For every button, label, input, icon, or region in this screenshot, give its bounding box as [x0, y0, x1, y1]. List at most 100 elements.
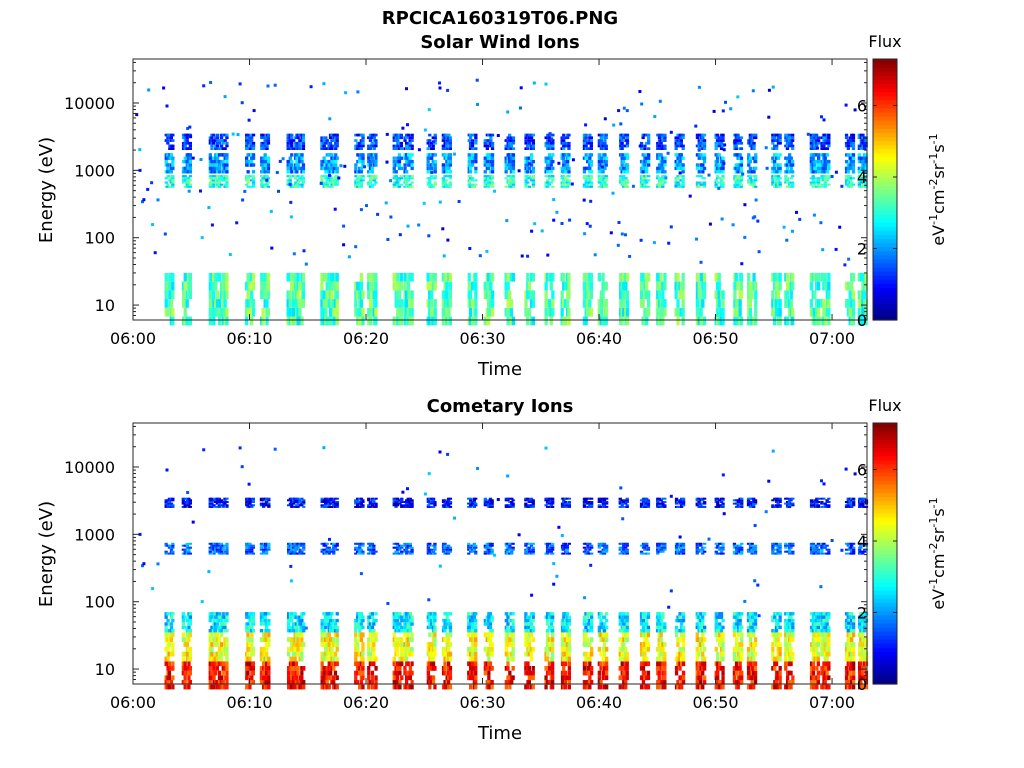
spectrogram-cell	[188, 622, 192, 626]
spectrogram-cell	[663, 299, 667, 308]
spectrogram-cell	[445, 163, 449, 167]
spectrogram-cell	[695, 183, 700, 186]
spectrogram-cell	[235, 221, 239, 225]
spectrogram-cell	[661, 179, 665, 182]
spectrogram-cell	[620, 139, 624, 142]
spectrogram-cell	[604, 133, 608, 137]
spectrogram-cell	[441, 181, 445, 184]
spectrogram-cell	[597, 153, 601, 157]
spectrogram-cell	[171, 139, 175, 142]
spectrogram-cell	[721, 183, 725, 186]
spectrogram-cell	[778, 139, 782, 142]
spectrogram-cell	[681, 144, 685, 148]
spectrogram-cell	[775, 281, 779, 291]
spectrogram-cell	[286, 141, 290, 145]
spectrogram-cell	[582, 299, 587, 308]
spectrogram-cell	[681, 177, 685, 180]
spectrogram-cell	[567, 307, 571, 317]
spectrogram-cell	[426, 141, 430, 145]
spectrogram-cell	[181, 651, 185, 657]
spectrogram-cell	[428, 183, 432, 186]
spectrogram-cell	[392, 147, 396, 150]
spectrogram-cell	[302, 552, 306, 555]
spectrogram-cell	[164, 504, 168, 507]
spectrogram-cell	[298, 625, 302, 630]
spectrogram-cell	[374, 181, 378, 184]
spectrogram-cell	[851, 299, 856, 308]
spectrogram-cell	[332, 684, 336, 690]
spectrogram-cell	[296, 501, 300, 503]
spectrogram-cell	[474, 170, 478, 174]
spectrogram-cell	[290, 625, 294, 630]
spectrogram-cell	[752, 141, 756, 145]
spectrogram-cell	[862, 177, 867, 180]
spectrogram-cell	[330, 147, 334, 150]
spectrogram-cell	[647, 307, 651, 317]
spectrogram-cell	[361, 544, 365, 547]
spectrogram-cell	[354, 632, 358, 638]
spectrogram-cell	[251, 147, 256, 150]
spectrogram-cell	[850, 159, 854, 164]
spectrogram-cell	[167, 552, 172, 555]
spectrogram-cell	[864, 166, 868, 171]
spectrogram-cell	[187, 548, 191, 551]
spectrogram-cell	[820, 185, 824, 188]
spectrogram-cell	[265, 629, 269, 633]
spectrogram-cell	[248, 175, 252, 178]
spectrogram-cell	[246, 181, 250, 184]
spectrogram-cell	[681, 147, 685, 150]
spectrogram-cell	[551, 133, 555, 137]
spectrogram-cell	[320, 542, 324, 545]
spectrogram-cell	[298, 499, 302, 502]
spectrogram-cell	[185, 501, 189, 503]
spectrogram-cell	[324, 307, 328, 317]
spectrogram-cell	[332, 501, 336, 503]
spectrogram-cell	[327, 501, 331, 503]
spectrogram-cell	[674, 166, 678, 171]
spectrogram-cell	[261, 170, 265, 174]
spectrogram-cell	[431, 177, 435, 180]
spectrogram-cell	[736, 177, 740, 180]
spectrogram-cell	[210, 675, 214, 681]
spectrogram-cell	[773, 166, 777, 171]
spectrogram-cell	[324, 504, 328, 507]
spectrogram-cell	[330, 629, 334, 633]
spectrogram-cell	[666, 151, 670, 155]
spectrogram-cell	[219, 615, 223, 619]
spectrogram-cell	[600, 165, 604, 169]
spectrogram-cell	[290, 316, 294, 326]
spectrogram-cell	[185, 632, 189, 638]
spectrogram-cell	[246, 170, 250, 174]
spectrogram-cell	[827, 133, 831, 137]
spectrogram-cell	[210, 642, 214, 647]
colorbar-segment	[873, 152, 897, 158]
spectrogram-cell	[547, 166, 552, 171]
spectrogram-cell	[277, 189, 280, 193]
spectrogram-cell	[624, 177, 628, 180]
spectrogram-cell	[296, 642, 300, 647]
spectrogram-cell	[286, 290, 290, 300]
spectrogram-cell	[392, 501, 396, 503]
spectrogram-cell	[263, 141, 267, 145]
spectrogram-cell	[597, 299, 601, 308]
spectrogram-cell	[400, 661, 404, 667]
spectrogram-cell	[443, 133, 447, 137]
spectrogram-cell	[356, 670, 360, 676]
spectrogram-cell	[219, 159, 224, 164]
spectrogram-cell	[560, 170, 564, 173]
spectrogram-cell	[748, 316, 752, 326]
spectrogram-cell	[701, 133, 705, 137]
spectrogram-cell	[225, 642, 229, 647]
spectrogram-cell	[663, 272, 667, 282]
spectrogram-cell	[212, 552, 216, 555]
spectrogram-cell	[300, 156, 304, 160]
spectrogram-cell	[215, 147, 220, 150]
spectrogram-cell	[265, 175, 269, 178]
spectrogram-cell	[214, 281, 218, 291]
spectrogram-cell	[791, 144, 795, 148]
spectrogram-cell	[647, 139, 651, 142]
spectrogram-cell	[302, 548, 306, 551]
spectrogram-cell	[736, 181, 740, 184]
spectrogram-cell	[261, 136, 265, 140]
spectrogram-cell	[302, 501, 306, 503]
